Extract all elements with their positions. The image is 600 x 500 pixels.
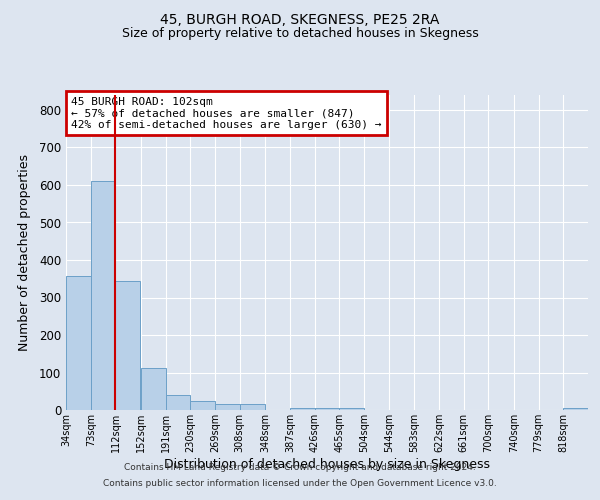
Text: Contains public sector information licensed under the Open Government Licence v3: Contains public sector information licen… (103, 478, 497, 488)
Bar (91, 181, 115, 410)
Bar (314, 408, 340, 410)
Bar (240, 404, 265, 410)
Bar (563, 408, 588, 410)
Y-axis label: Number of detached properties: Number of detached properties (17, 154, 31, 351)
Bar (115, 282, 140, 410)
Bar (166, 395, 190, 410)
Bar (340, 408, 364, 410)
Text: Size of property relative to detached houses in Skegness: Size of property relative to detached ho… (122, 28, 478, 40)
Text: 45 BURGH ROAD: 102sqm
← 57% of detached houses are smaller (847)
42% of semi-det: 45 BURGH ROAD: 102sqm ← 57% of detached … (71, 96, 382, 130)
Bar (290, 408, 314, 410)
Text: Contains HM Land Registry data © Crown copyright and database right 2024.: Contains HM Land Registry data © Crown c… (124, 464, 476, 472)
Text: 45, BURGH ROAD, SKEGNESS, PE25 2RA: 45, BURGH ROAD, SKEGNESS, PE25 2RA (160, 12, 440, 26)
X-axis label: Distribution of detached houses by size in Skegness: Distribution of detached houses by size … (164, 458, 490, 470)
Bar (190, 402, 215, 410)
Bar (66, 276, 91, 410)
Bar (215, 404, 240, 410)
Bar (141, 368, 166, 410)
